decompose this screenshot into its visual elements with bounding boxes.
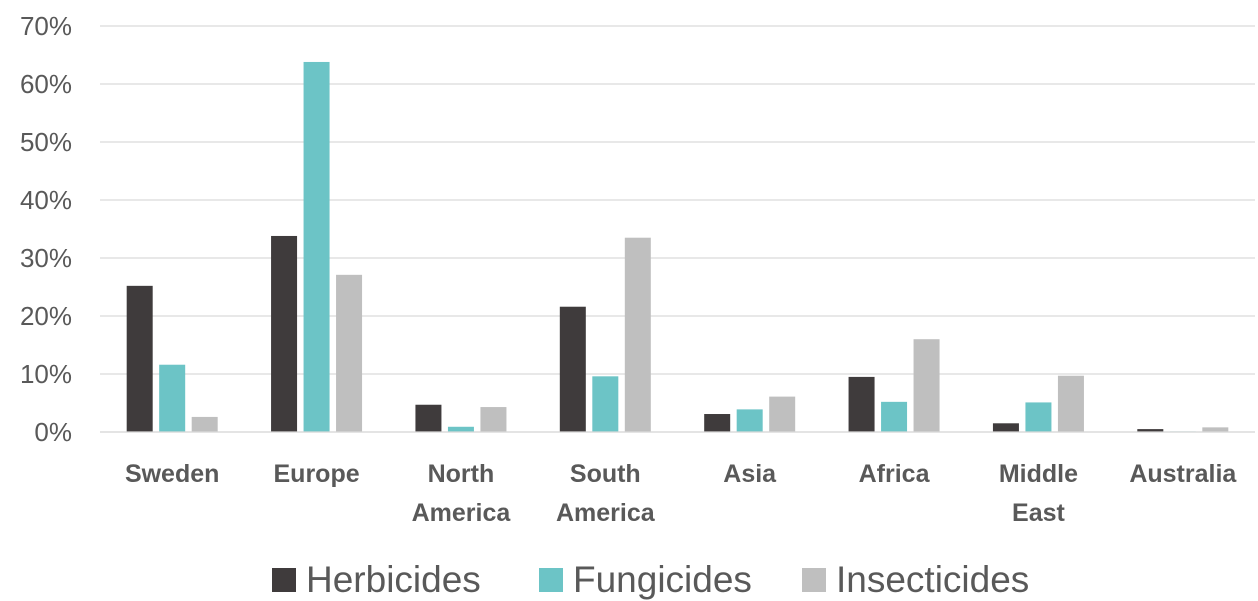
bar-insecticides: [480, 407, 507, 432]
bar-insecticides: [624, 237, 651, 432]
legend-swatch-herbicides: [272, 568, 296, 592]
y-tick-label: 70%: [20, 11, 72, 41]
bar-fungicides: [447, 426, 474, 432]
x-category-line: Australia: [1129, 460, 1237, 488]
bar-fungicides: [159, 364, 186, 432]
bar-fungicides: [592, 376, 619, 432]
x-category-label: North America: [412, 460, 512, 527]
x-category-label: Sweden: [125, 460, 219, 488]
bar-insecticides: [336, 274, 363, 432]
bar-fungicides: [881, 401, 908, 432]
bar-herbicides: [126, 285, 153, 432]
x-category-line: South: [570, 460, 641, 488]
bar-fungicides: [736, 409, 763, 432]
bar-herbicides: [271, 235, 298, 432]
x-category-line: Africa: [859, 460, 931, 488]
x-category-line: America: [412, 499, 512, 527]
x-category-label: Middle East: [999, 460, 1078, 527]
x-axis: Sweden Europe North America South America Asia…: [100, 431, 1255, 527]
bar-herbicides: [559, 306, 586, 432]
bar-fungicides: [303, 61, 330, 433]
bar-herbicides: [848, 376, 875, 432]
legend: Herbicides Fungicides Insecticides: [272, 559, 1029, 600]
bar-herbicides: [415, 404, 442, 432]
x-category-label: South America: [556, 460, 656, 527]
legend-swatch-fungicides: [539, 568, 563, 592]
bar-herbicides: [992, 423, 1019, 432]
y-tick-label: 10%: [20, 359, 72, 389]
y-tick-label: 40%: [20, 185, 72, 215]
x-category-line: Europe: [274, 460, 360, 488]
x-category-line: East: [1012, 499, 1065, 527]
y-tick-label: 0%: [34, 417, 72, 447]
x-category-label: Europe: [274, 460, 360, 488]
x-category-label: Africa: [859, 460, 931, 488]
x-category-label: Asia: [723, 460, 777, 488]
x-category-line: Sweden: [125, 460, 219, 488]
legend-label-fungicides: Fungicides: [573, 559, 752, 600]
y-tick-label: 30%: [20, 243, 72, 273]
x-category-line: North: [428, 460, 495, 488]
legend-label-herbicides: Herbicides: [306, 559, 481, 600]
x-category-label: Australia: [1129, 460, 1237, 488]
legend-label-insecticides: Insecticides: [836, 559, 1029, 600]
bars: [126, 61, 1229, 433]
legend-swatch-insecticides: [802, 568, 826, 592]
bar-insecticides: [769, 396, 796, 432]
y-tick-label: 60%: [20, 69, 72, 99]
bar-fungicides: [1025, 402, 1052, 432]
x-category-line: Asia: [723, 460, 777, 488]
bar-insecticides: [1202, 427, 1229, 432]
y-tick-label: 20%: [20, 301, 72, 331]
y-axis: 0% 10% 20% 30% 40% 50% 60% 70%: [20, 11, 72, 447]
x-category-line: America: [556, 499, 656, 527]
x-category-line: Middle: [999, 460, 1078, 488]
y-tick-label: 50%: [20, 127, 72, 157]
bar-herbicides: [1137, 429, 1164, 432]
bar-insecticides: [191, 416, 218, 432]
bar-herbicides: [704, 414, 731, 432]
bar-insecticides: [913, 339, 940, 432]
bar-insecticides: [1057, 375, 1084, 432]
